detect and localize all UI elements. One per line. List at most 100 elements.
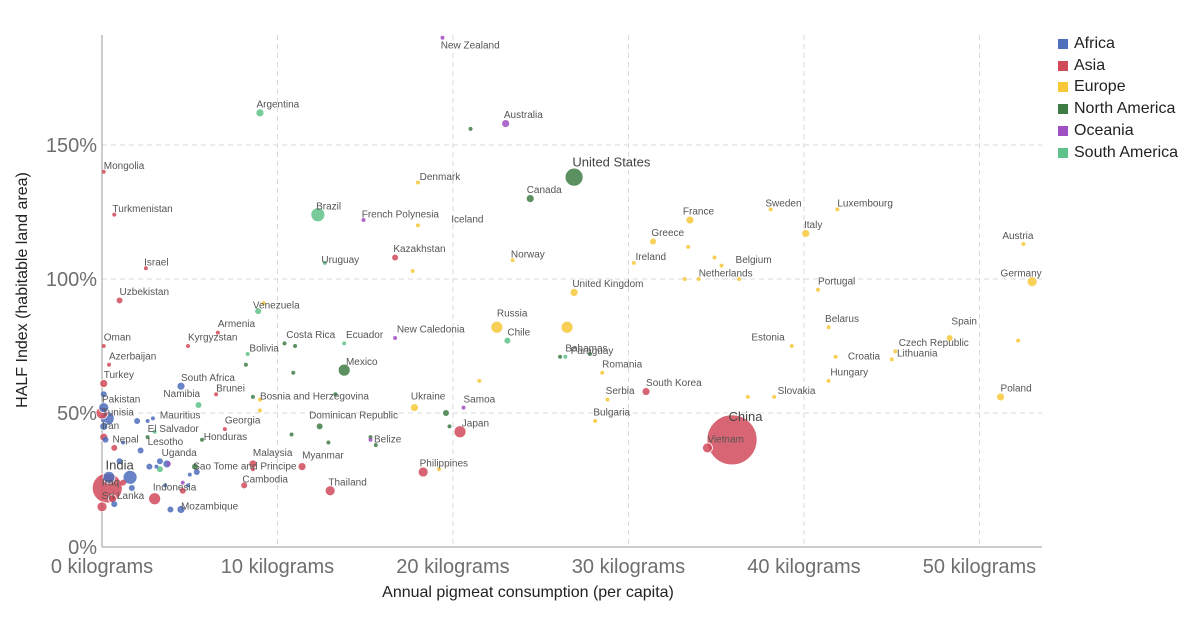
data-point-north-america[interactable]	[192, 463, 199, 470]
data-point-africa[interactable]	[176, 505, 186, 514]
data-point-oceania[interactable]	[166, 461, 171, 466]
data-point-asia[interactable]	[185, 344, 190, 348]
data-point-africa[interactable]	[167, 506, 174, 513]
data-point-europe[interactable]	[410, 268, 415, 273]
data-point-europe[interactable]	[835, 207, 840, 212]
data-point-north-america[interactable]	[373, 443, 378, 448]
data-point-asia[interactable]	[417, 466, 429, 478]
data-point-africa[interactable]	[99, 421, 109, 431]
data-point-asia[interactable]	[96, 501, 108, 513]
data-point-asia[interactable]	[214, 392, 219, 397]
data-point-south-america[interactable]	[255, 308, 262, 315]
data-point-asia[interactable]	[101, 169, 106, 174]
data-point-africa[interactable]	[111, 501, 118, 508]
data-point-north-america[interactable]	[145, 435, 150, 440]
data-point-europe[interactable]	[257, 397, 262, 402]
data-point-south-america[interactable]	[245, 352, 250, 357]
data-point-europe[interactable]	[510, 258, 515, 263]
data-point-africa[interactable]	[134, 418, 141, 425]
data-point-europe[interactable]	[801, 229, 811, 238]
data-point-africa[interactable]	[102, 470, 116, 484]
data-point-europe[interactable]	[409, 403, 419, 413]
data-point-asia[interactable]	[297, 462, 307, 472]
data-point-europe[interactable]	[686, 244, 691, 249]
data-point-north-america[interactable]	[291, 370, 296, 375]
data-point-asia[interactable]	[641, 387, 651, 396]
data-point-south-america[interactable]	[322, 260, 327, 265]
data-point-africa[interactable]	[146, 463, 153, 470]
data-point-oceania[interactable]	[501, 119, 511, 128]
data-point-africa[interactable]	[163, 483, 168, 488]
data-point-europe[interactable]	[737, 277, 742, 281]
data-point-africa[interactable]	[156, 458, 163, 465]
data-point-europe[interactable]	[889, 357, 894, 362]
data-point-europe[interactable]	[768, 207, 773, 212]
data-point-asia[interactable]	[99, 379, 109, 388]
data-point-europe[interactable]	[605, 397, 610, 402]
data-point-north-america[interactable]	[564, 167, 584, 187]
data-point-north-america[interactable]	[587, 352, 592, 357]
data-point-north-america[interactable]	[558, 354, 563, 359]
data-point-oceania[interactable]	[368, 437, 373, 442]
data-point-europe[interactable]	[415, 180, 420, 185]
data-point-europe[interactable]	[826, 325, 831, 330]
data-point-europe[interactable]	[569, 287, 579, 297]
data-point-south-america[interactable]	[310, 207, 326, 223]
data-point-europe[interactable]	[685, 215, 695, 225]
data-point-europe[interactable]	[1016, 338, 1021, 343]
data-point-oceania[interactable]	[361, 218, 366, 223]
data-point-africa[interactable]	[193, 468, 200, 475]
data-point-europe[interactable]	[593, 419, 598, 424]
legend-item[interactable]: South America	[1058, 142, 1178, 164]
data-point-europe[interactable]	[946, 334, 953, 341]
data-point-asia[interactable]	[120, 479, 127, 486]
data-point-europe[interactable]	[772, 394, 777, 399]
data-point-north-america[interactable]	[468, 126, 473, 131]
data-point-europe[interactable]	[789, 344, 794, 348]
data-point-asia[interactable]	[179, 487, 186, 494]
data-point-asia[interactable]	[222, 427, 227, 432]
legend-item[interactable]: Africa	[1058, 33, 1178, 55]
data-point-south-america[interactable]	[156, 466, 163, 473]
data-point-africa[interactable]	[102, 436, 109, 443]
data-point-europe[interactable]	[826, 378, 831, 383]
data-point-asia[interactable]	[111, 444, 118, 451]
data-point-asia[interactable]	[215, 330, 220, 335]
legend-item[interactable]: Asia	[1058, 55, 1178, 77]
data-point-south-america[interactable]	[504, 337, 511, 344]
data-point-asia[interactable]	[112, 212, 117, 217]
data-point-europe[interactable]	[696, 277, 701, 281]
data-point-africa[interactable]	[100, 391, 107, 398]
data-point-north-america[interactable]	[289, 432, 294, 437]
data-point-south-america[interactable]	[152, 429, 157, 434]
data-point-europe[interactable]	[560, 320, 574, 334]
data-point-europe[interactable]	[631, 260, 636, 265]
data-point-europe[interactable]	[719, 263, 724, 268]
data-point-europe[interactable]	[682, 277, 687, 281]
data-point-africa[interactable]	[185, 483, 190, 488]
data-point-north-america[interactable]	[447, 424, 452, 429]
data-point-europe[interactable]	[477, 378, 482, 383]
data-point-north-america[interactable]	[200, 437, 205, 442]
data-point-europe[interactable]	[650, 238, 657, 245]
data-point-oceania[interactable]	[461, 405, 466, 410]
data-point-asia[interactable]	[324, 485, 336, 497]
data-point-oceania[interactable]	[180, 480, 185, 485]
data-point-north-america[interactable]	[316, 423, 323, 430]
data-point-north-america[interactable]	[525, 194, 535, 204]
data-point-asia[interactable]	[148, 492, 162, 506]
data-point-south-america[interactable]	[563, 354, 568, 359]
data-point-north-america[interactable]	[243, 362, 248, 367]
data-point-asia[interactable]	[101, 344, 106, 348]
legend-item[interactable]: Oceania	[1058, 120, 1178, 142]
data-point-europe[interactable]	[833, 354, 838, 359]
data-point-north-america[interactable]	[282, 341, 287, 346]
data-point-africa[interactable]	[137, 447, 144, 454]
data-point-north-america[interactable]	[333, 392, 338, 397]
data-point-africa[interactable]	[128, 485, 135, 492]
data-point-europe[interactable]	[415, 223, 420, 228]
data-point-south-america[interactable]	[342, 341, 347, 346]
data-point-europe[interactable]	[893, 349, 898, 354]
data-point-europe[interactable]	[1021, 242, 1026, 247]
data-point-north-america[interactable]	[250, 394, 255, 399]
